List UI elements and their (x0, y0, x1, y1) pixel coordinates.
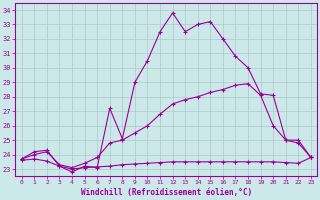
X-axis label: Windchill (Refroidissement éolien,°C): Windchill (Refroidissement éolien,°C) (81, 188, 252, 197)
